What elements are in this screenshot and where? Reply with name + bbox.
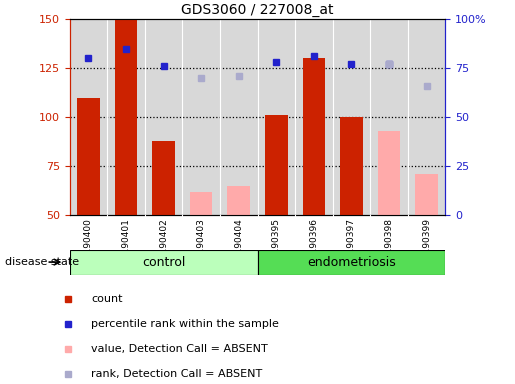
Text: disease state: disease state	[5, 257, 79, 267]
Bar	[416, 174, 438, 215]
Title: GDS3060 / 227008_at: GDS3060 / 227008_at	[181, 3, 334, 17]
Text: endometriosis: endometriosis	[307, 256, 396, 268]
Bar	[265, 115, 287, 215]
Text: value, Detection Call = ABSENT: value, Detection Call = ABSENT	[91, 344, 268, 354]
Text: rank, Detection Call = ABSENT: rank, Detection Call = ABSENT	[91, 369, 262, 379]
Bar	[378, 131, 400, 215]
Text: count: count	[91, 294, 123, 304]
Bar	[115, 19, 137, 215]
Bar	[258, 250, 445, 275]
Bar	[228, 186, 250, 215]
Text: control: control	[142, 256, 185, 268]
Text: percentile rank within the sample: percentile rank within the sample	[91, 319, 279, 329]
Bar	[303, 58, 325, 215]
Bar	[152, 141, 175, 215]
Bar	[190, 192, 212, 215]
Bar	[77, 98, 99, 215]
Bar	[340, 117, 363, 215]
Bar	[70, 250, 258, 275]
